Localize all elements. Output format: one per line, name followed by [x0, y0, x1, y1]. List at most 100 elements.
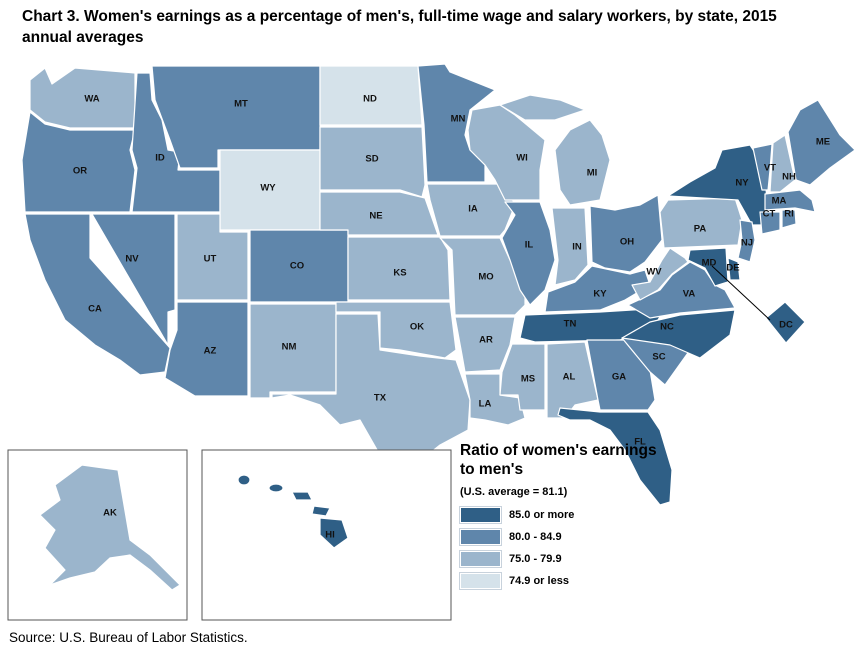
state-fl[interactable] — [557, 407, 673, 506]
label-sd: SD — [365, 154, 378, 165]
state-wa[interactable] — [29, 67, 136, 129]
label-mi: MI — [587, 168, 598, 179]
chart-title: Chart 3. Women's earnings as a percentag… — [22, 8, 777, 46]
label-nc: NC — [660, 322, 674, 333]
label-ma: MA — [772, 196, 787, 207]
legend-swatch — [459, 528, 502, 546]
map-legend: Ratio of women's earnings to men's (U.S.… — [459, 441, 660, 592]
legend-item-80-84: 80.0 - 84.9 — [459, 526, 660, 548]
state-or[interactable] — [21, 111, 136, 213]
state-id[interactable] — [131, 72, 221, 213]
state-ca[interactable] — [24, 213, 171, 376]
label-nh: NH — [782, 172, 796, 183]
label-nm: NM — [282, 342, 297, 353]
state-ok[interactable] — [335, 301, 457, 359]
state-md[interactable] — [687, 247, 729, 287]
label-mn: MN — [451, 114, 466, 125]
legend-item-75-79: 75.0 - 79.9 — [459, 548, 660, 570]
state-wi[interactable] — [467, 104, 546, 201]
legend-label: 85.0 or more — [509, 509, 575, 521]
label-tx: TX — [374, 393, 387, 404]
label-wa: WA — [84, 94, 99, 105]
label-ny: NY — [735, 178, 749, 189]
state-ar[interactable] — [454, 316, 516, 373]
legend-subtitle: (U.S. average = 81.1) — [460, 486, 568, 498]
state-nh[interactable] — [769, 134, 796, 193]
state-mo[interactable] — [439, 237, 526, 316]
label-ri: RI — [784, 209, 794, 220]
state-ky[interactable] — [544, 265, 651, 313]
label-id: ID — [155, 153, 165, 164]
label-wv: WV — [646, 267, 662, 278]
state-nj[interactable] — [737, 219, 756, 263]
label-ks: KS — [393, 268, 406, 279]
label-oh: OH — [620, 237, 634, 248]
state-il[interactable] — [501, 201, 556, 306]
label-hi: HI — [325, 530, 335, 541]
label-vt: VT — [764, 163, 776, 174]
label-nj: NJ — [741, 238, 753, 249]
state-nd[interactable] — [319, 65, 423, 126]
state-me[interactable] — [787, 99, 856, 186]
legend-label: 74.9 or less — [509, 575, 569, 587]
state-ak[interactable] — [39, 464, 181, 591]
state-nv[interactable] — [91, 213, 176, 346]
label-fl: FL — [634, 437, 646, 448]
legend-item-74-less: 74.9 or less — [459, 570, 660, 592]
label-ct: CT — [763, 209, 776, 220]
legend-swatch — [459, 506, 502, 524]
state-wv[interactable] — [631, 247, 689, 301]
label-or: OR — [73, 166, 87, 177]
state-oh[interactable] — [589, 194, 663, 273]
label-tn: TN — [564, 319, 577, 330]
label-dc: DC — [779, 320, 793, 331]
label-il: IL — [525, 240, 534, 251]
label-ky: KY — [593, 289, 607, 300]
state-ne[interactable] — [319, 191, 439, 236]
label-me: ME — [816, 137, 830, 148]
state-in[interactable] — [551, 207, 589, 286]
state-la[interactable] — [464, 373, 526, 426]
legend-title: Ratio of women's earnings to men's — [460, 442, 657, 478]
state-hi[interactable] — [237, 474, 349, 549]
state-vt[interactable] — [752, 143, 773, 191]
label-mt: MT — [234, 99, 248, 110]
label-nv: NV — [125, 254, 139, 265]
dc-callout-line — [711, 265, 771, 321]
source-note: Source: U.S. Bureau of Labor Statistics. — [9, 630, 248, 645]
legend-swatch — [459, 572, 502, 590]
state-az[interactable] — [164, 301, 249, 397]
label-wi: WI — [516, 153, 528, 164]
state-mi[interactable] — [499, 94, 611, 206]
label-az: AZ — [204, 346, 217, 357]
label-al: AL — [563, 372, 576, 383]
legend-item-85-plus: 85.0 or more — [459, 504, 660, 526]
label-ak: AK — [103, 508, 117, 519]
state-ct[interactable] — [759, 211, 781, 235]
label-ia: IA — [468, 204, 478, 215]
state-dc[interactable] — [765, 301, 806, 344]
state-mn[interactable] — [417, 63, 496, 183]
label-va: VA — [683, 289, 696, 300]
state-de[interactable] — [727, 257, 741, 281]
state-ms[interactable] — [499, 343, 546, 411]
label-ut: UT — [204, 254, 217, 265]
label-ar: AR — [479, 335, 493, 346]
state-nc[interactable] — [621, 309, 736, 359]
label-sc: SC — [652, 352, 665, 363]
label-in: IN — [572, 242, 582, 253]
label-ms: MS — [521, 374, 535, 385]
label-nd: ND — [363, 94, 377, 105]
label-wy: WY — [260, 183, 276, 194]
label-mo: MO — [478, 272, 493, 283]
label-md: MD — [702, 258, 717, 269]
state-ri[interactable] — [781, 209, 797, 229]
state-al[interactable] — [546, 341, 599, 419]
legend-swatch — [459, 550, 502, 568]
state-ma[interactable] — [764, 189, 816, 213]
state-ks[interactable] — [347, 236, 451, 301]
state-ut[interactable] — [176, 213, 249, 301]
label-de: DE — [726, 263, 739, 274]
label-ne: NE — [369, 211, 382, 222]
